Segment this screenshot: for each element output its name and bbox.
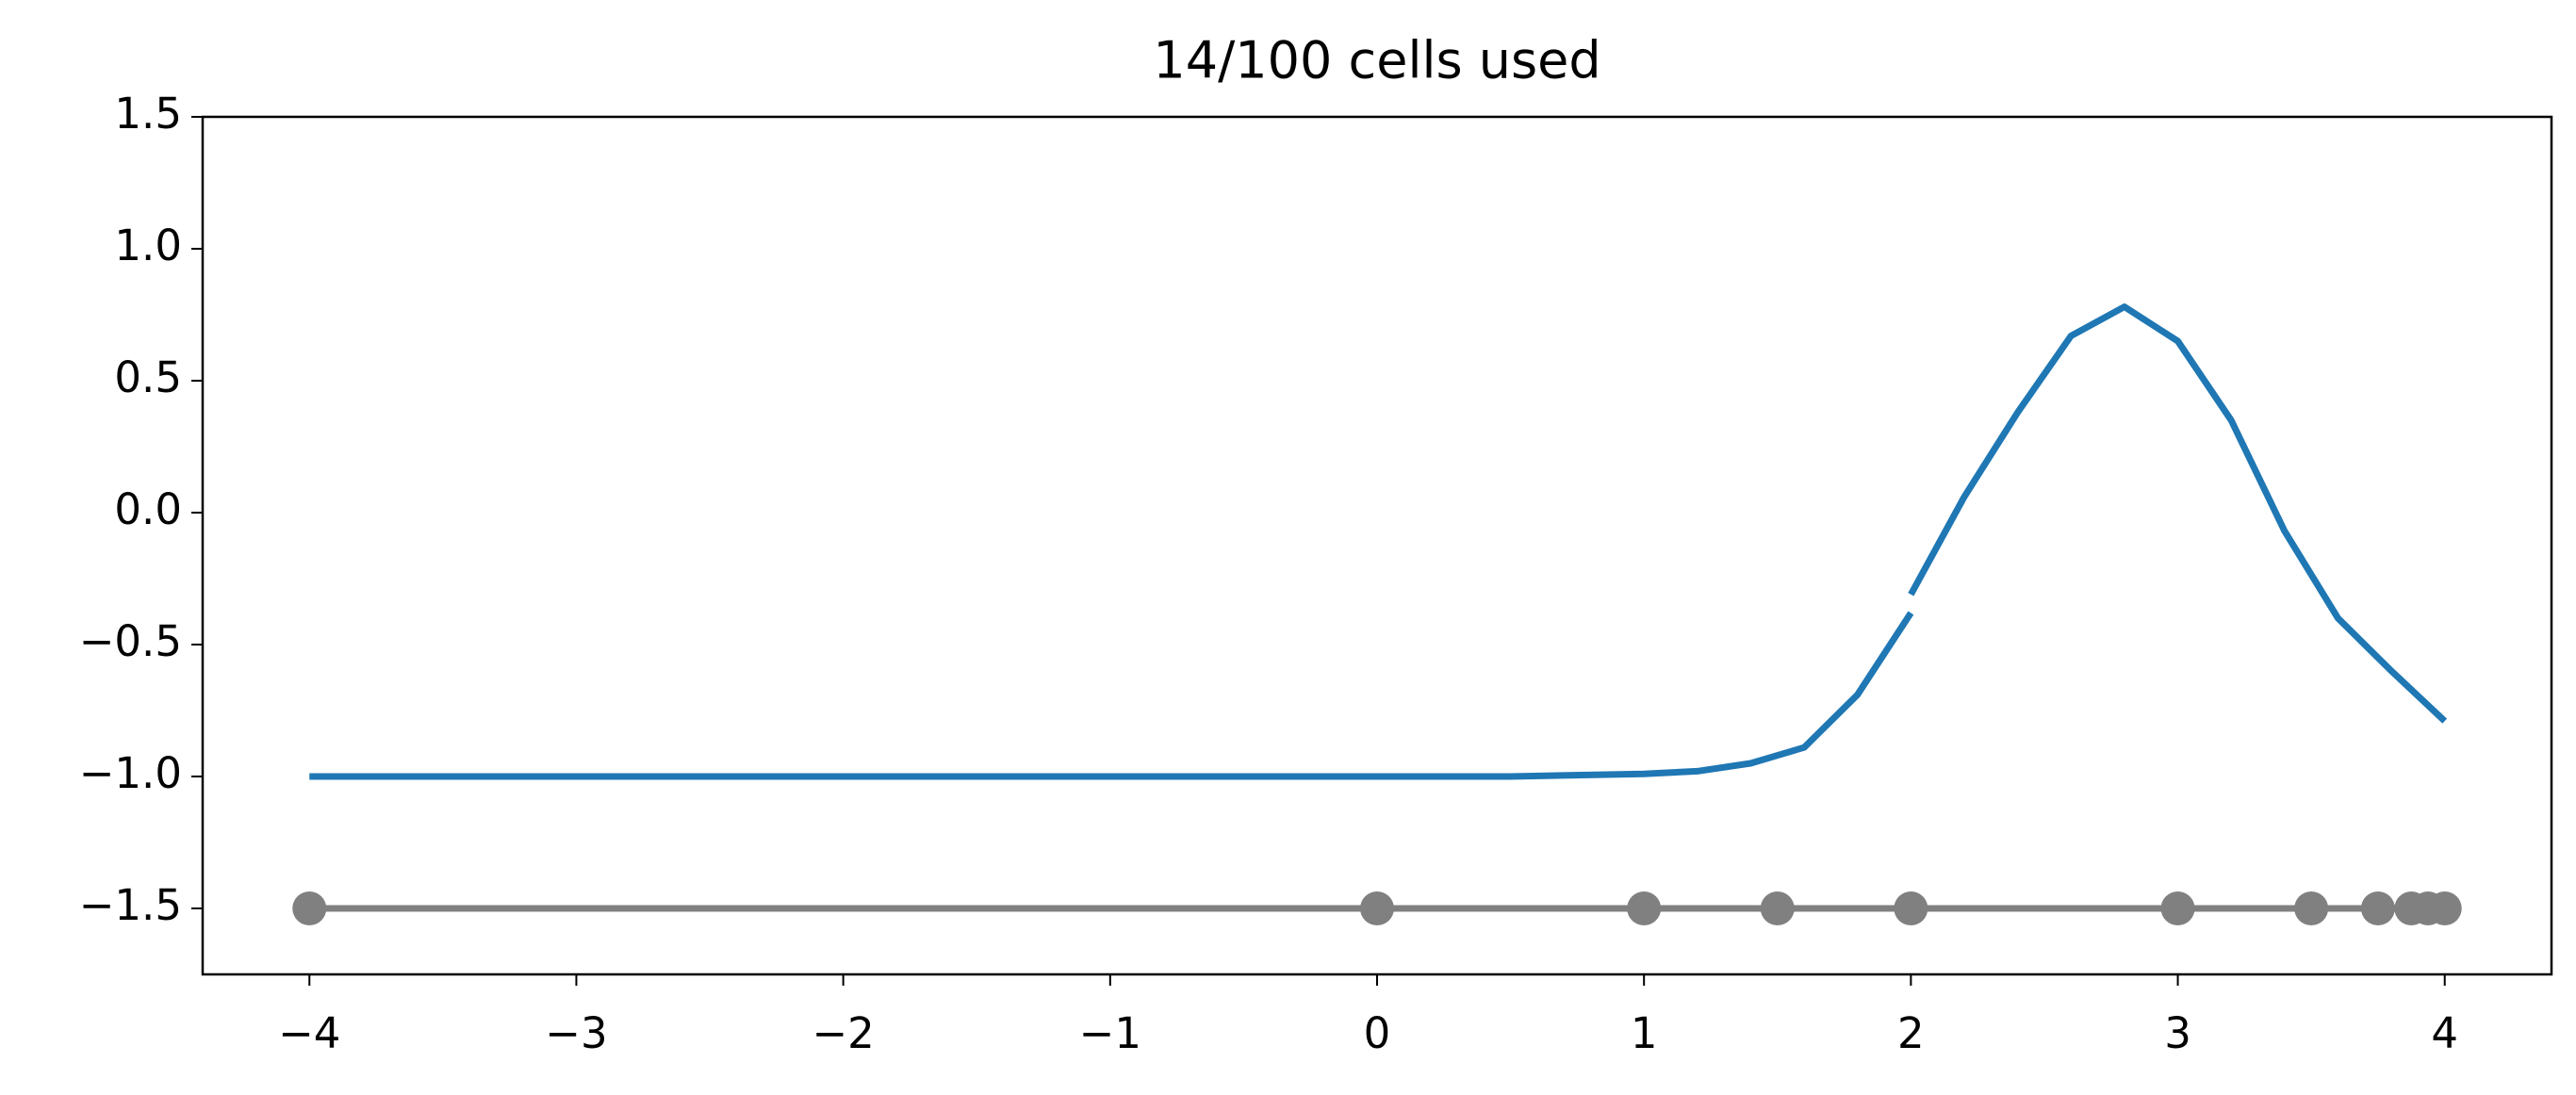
chart-title: 14/100 cells used — [1153, 31, 1600, 90]
series-line — [309, 303, 2448, 780]
point — [292, 891, 327, 925]
point — [2160, 891, 2195, 925]
x-tick-label: −1 — [1079, 1008, 1141, 1058]
y-tick-label: −1.5 — [79, 880, 182, 930]
x-tick-label: −3 — [545, 1008, 607, 1058]
x-tick-label: −4 — [278, 1008, 340, 1058]
y-tick-label: 1.0 — [114, 221, 182, 270]
y-tick-label: −0.5 — [79, 616, 182, 666]
x-tick-label: 3 — [2164, 1008, 2191, 1058]
point — [1360, 891, 1394, 925]
y-tick-label: 0.5 — [114, 352, 182, 402]
y-tick-label: 0.0 — [114, 484, 182, 534]
point — [2427, 891, 2462, 925]
y-tick-label: 1.5 — [114, 89, 182, 139]
plot-frame — [201, 115, 2553, 976]
point — [1627, 891, 1662, 925]
x-tick-label: 4 — [2431, 1008, 2458, 1058]
point — [2360, 891, 2395, 925]
x-tick-label: 1 — [1631, 1008, 1658, 1058]
x-tick-label: 2 — [1897, 1008, 1925, 1058]
point — [1894, 891, 1928, 925]
x-tick-label: 0 — [1364, 1008, 1391, 1058]
y-tick-label: −1.0 — [79, 748, 182, 798]
point — [1760, 891, 1795, 925]
point — [2294, 891, 2329, 925]
x-tick-label: −2 — [812, 1008, 874, 1058]
